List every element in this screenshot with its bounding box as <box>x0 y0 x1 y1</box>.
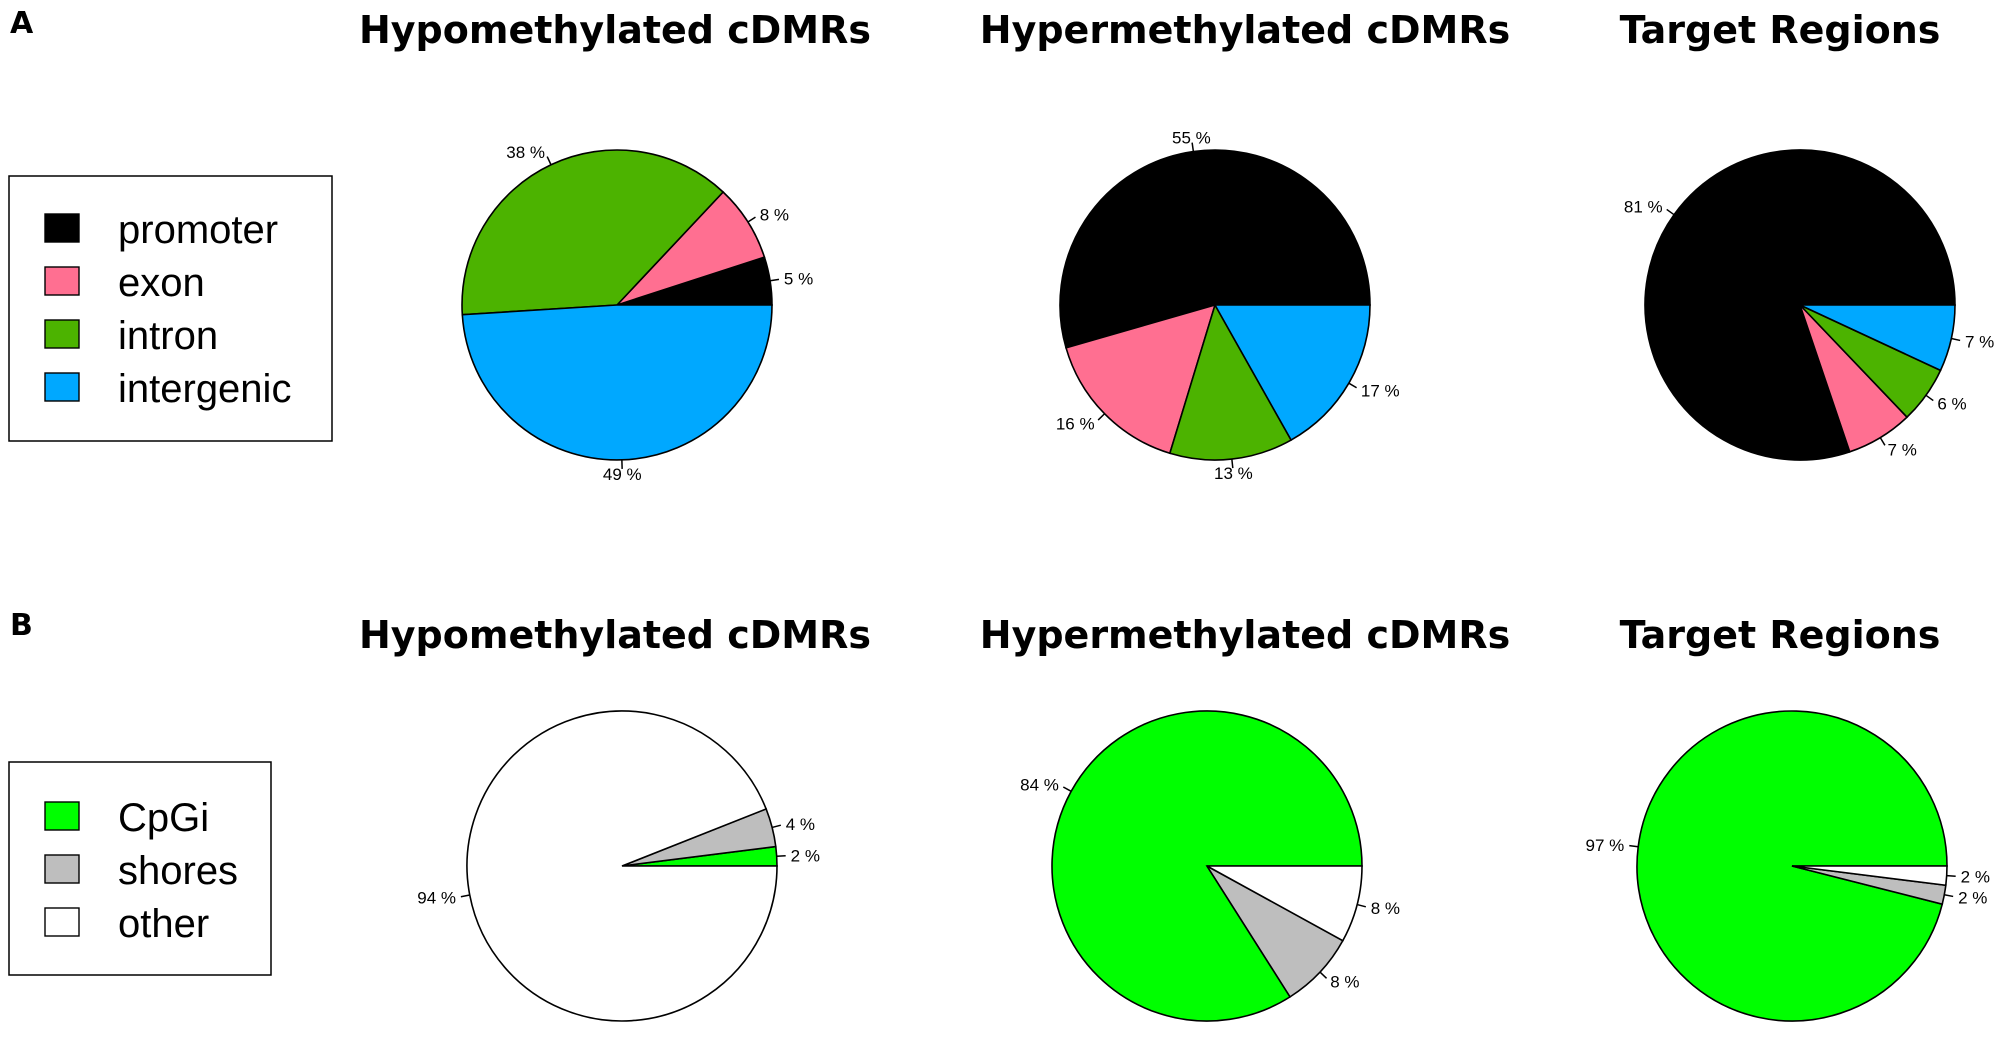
legend-swatch-intron <box>44 319 80 349</box>
pie-label-leader <box>1356 903 1367 908</box>
pie-chart-a-hypomethylated: 5 % 8 % 38 % 49 % <box>461 143 813 484</box>
panel-letter-b: B <box>10 608 33 643</box>
pie-chart-b-hypermethylated: 84 % 8 % 8 % <box>1020 710 1400 1022</box>
pie-slice-label: 17 % <box>1361 381 1400 400</box>
chart-title-a3: Target Regions <box>1620 8 1941 52</box>
pie-slice-label: 16 % <box>1056 415 1095 434</box>
pie-label-leader <box>1629 844 1639 848</box>
legend-swatch-promoter <box>44 213 80 243</box>
pie-label-leader <box>769 278 780 282</box>
pie-slice-label: 8 % <box>760 205 789 224</box>
pie-label-leader <box>1348 382 1357 389</box>
pie-label-leader <box>1944 894 1954 898</box>
pie-slice-label: 8 % <box>1330 973 1359 992</box>
legend-label-intron: intron <box>118 314 218 358</box>
pie-chart-b-target-regions: 97 % 2 %2 % <box>1586 710 1990 1022</box>
pie-slice-label: 49 % <box>603 465 642 484</box>
pie-label-leader <box>1319 971 1328 979</box>
legend-label-shores: shores <box>118 849 238 893</box>
legend-swatch-other <box>44 907 80 937</box>
pie-slice-intergenic <box>1799 304 1956 372</box>
legend-b: CpGi shores other <box>8 761 272 976</box>
pie-slice-label: 13 % <box>1214 464 1253 483</box>
pie-slice-label: 94 % <box>417 889 456 908</box>
pie-chart-a-hypermethylated: 55 % 16 % 13 % 17 % <box>1056 129 1400 483</box>
pie-slice-label: 55 % <box>1172 129 1211 148</box>
pie-slice-label: 97 % <box>1586 836 1625 855</box>
pie-chart-a-target-regions: 81 % 7 % 6 % 7 % <box>1624 149 1994 461</box>
legend-label-exon: exon <box>118 261 205 305</box>
pie-slice-label: 38 % <box>506 143 545 162</box>
pie-slice-label: 2 % <box>1958 888 1987 907</box>
panel-letter-a: A <box>10 6 34 41</box>
pie-label-leader <box>771 824 782 829</box>
legend-swatch-shores <box>44 854 80 884</box>
pie-label-leader <box>1231 458 1234 469</box>
pie-slice-label: 81 % <box>1624 198 1663 217</box>
pie-slice-label: 7 % <box>1965 333 1994 352</box>
legend-swatch-intergenic <box>44 372 80 402</box>
pie-slice-label: 2 % <box>1961 868 1990 887</box>
pie-slice-label: 8 % <box>1371 899 1400 918</box>
pie-label-leader <box>1951 337 1961 342</box>
pie-slice-promoter <box>1059 149 1371 349</box>
pie-label-leader <box>1191 142 1195 152</box>
pie-label-leader <box>747 216 756 223</box>
chart-title-b3: Target Regions <box>1620 613 1941 657</box>
pie-slice-label: 4 % <box>786 815 815 834</box>
legend-swatch-cpgi <box>44 801 80 831</box>
pie-chart-b-hypomethylated: 2 % 4 % 94 % <box>417 710 820 1022</box>
legend-label-other: other <box>118 902 209 946</box>
pie-label-leader <box>1097 413 1106 421</box>
chart-title-a2: Hypermethylated cDMRs <box>980 8 1510 52</box>
pie-slice-intergenic <box>461 304 773 461</box>
pie-label-leader <box>1062 786 1072 792</box>
legend-a: promoter exon intron intergenic <box>8 175 333 442</box>
pie-slice-label: 6 % <box>1937 394 1966 413</box>
pie-slice-other <box>1791 865 1948 887</box>
pie-slice-label: 5 % <box>784 270 813 289</box>
pie-label-leader <box>1879 437 1886 446</box>
pie-label-leader <box>776 854 786 858</box>
legend-label-intergenic: intergenic <box>118 367 291 411</box>
pie-slice-exon <box>1065 303 1217 455</box>
pie-slice-label: 7 % <box>1888 441 1917 460</box>
legend-label-cpgi: CpGi <box>118 796 209 840</box>
legend-swatch-exon <box>44 266 80 296</box>
pie-slice-label: 84 % <box>1020 776 1059 795</box>
pie-label-leader <box>1666 208 1675 216</box>
legend-label-promoter: promoter <box>118 208 278 252</box>
chart-title-b1: Hypomethylated cDMRs <box>359 613 871 657</box>
pie-label-leader <box>546 156 552 166</box>
pie-slice-intron <box>1168 302 1293 461</box>
chart-title-b2: Hypermethylated cDMRs <box>980 613 1510 657</box>
pie-label-leader <box>460 894 470 898</box>
pie-label-leader <box>1946 874 1956 877</box>
pie-slice-intron <box>461 149 725 316</box>
pie-slice-other <box>466 710 778 1022</box>
pie-slice-label: 2 % <box>791 846 820 865</box>
pie-label-leader <box>1925 394 1934 402</box>
chart-title-a1: Hypomethylated cDMRs <box>359 8 871 52</box>
